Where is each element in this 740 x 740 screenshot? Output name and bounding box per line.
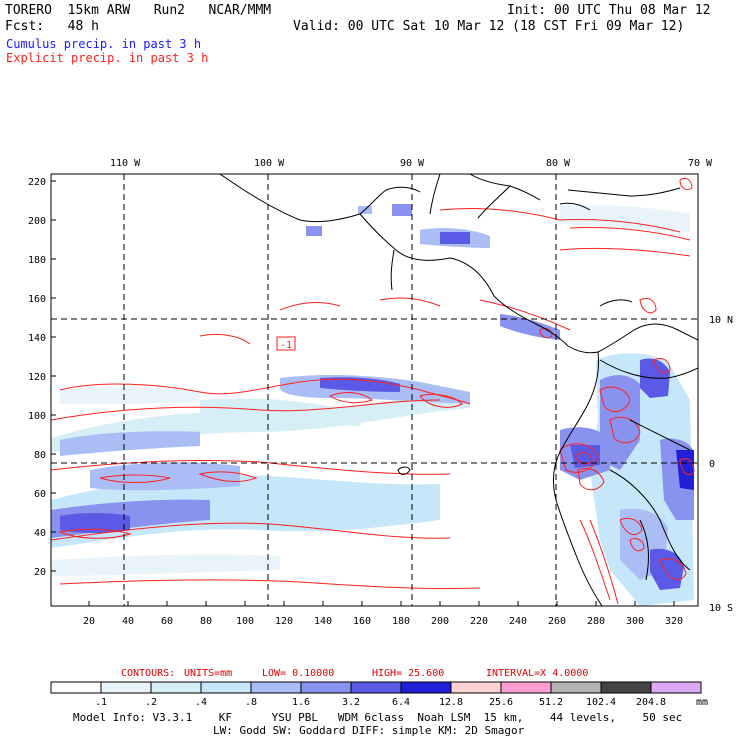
init-time: Init: 00 UTC Thu 08 Mar 12 <box>507 3 711 18</box>
high-label: HIGH= 25.600 <box>372 668 444 679</box>
contour-label: -1 <box>280 340 292 351</box>
colorbar-swatch <box>600 681 652 694</box>
colorbar-label: .2 <box>145 697 157 708</box>
y-tick: 40 <box>34 528 46 539</box>
x-tick: 60 <box>161 616 173 627</box>
x-tick: 140 <box>314 616 332 627</box>
cumulus-precip-shading <box>51 204 694 606</box>
lat-label: 0 <box>709 459 715 470</box>
colorbar-label: 102.4 <box>586 697 616 708</box>
model-info: Model Info: V3.3.1 KF YSU PBL WDM 6class… <box>73 711 683 724</box>
x-tick: 160 <box>353 616 371 627</box>
colorbar-label: 204.8 <box>636 697 666 708</box>
colorbar-swatch <box>50 681 102 694</box>
colorbar-swatch <box>100 681 152 694</box>
x-tick: 320 <box>665 616 683 627</box>
lat-label: 10 S <box>709 603 733 614</box>
x-tick: 200 <box>431 616 449 627</box>
y-tick: 100 <box>28 411 46 422</box>
x-tick: 260 <box>548 616 566 627</box>
x-tick: 80 <box>200 616 212 627</box>
colorbar-swatch <box>550 681 602 694</box>
longitude-labels: 110 W 100 W 90 W 80 W 70 W <box>110 158 713 169</box>
y-tick: 140 <box>28 333 46 344</box>
valid-time: Valid: 00 UTC Sat 10 Mar 12 (18 CST Fri … <box>293 19 685 34</box>
colorbar-swatch <box>350 681 402 694</box>
y-tick-marks <box>51 180 56 572</box>
x-axis-ticks: 20 40 60 80 100 120 140 160 180 200 220 … <box>83 616 683 627</box>
lat-label: 10 N <box>709 315 733 326</box>
contours-label: CONTOURS: <box>121 668 175 679</box>
colorbar-label: .8 <box>245 697 257 708</box>
colorbar-swatch <box>250 681 302 694</box>
interval-label: INTERVAL=X 4.0000 <box>486 668 588 679</box>
colorbar-label: 6.4 <box>392 697 410 708</box>
x-tick: 20 <box>83 616 95 627</box>
colorbar-swatch <box>400 681 452 694</box>
colorbar-label: 3.2 <box>342 697 360 708</box>
precip-fields <box>51 174 698 606</box>
y-tick: 160 <box>28 294 46 305</box>
explicit-precip-contours <box>51 177 695 605</box>
x-tick: 240 <box>509 616 527 627</box>
low-label: LOW= 0.10000 <box>262 668 334 679</box>
colorbar-label: 51.2 <box>539 697 563 708</box>
colorbar-swatch <box>650 681 702 694</box>
coastlines <box>219 174 698 606</box>
physics-info: LW: Godd SW: Goddard DIFF: simple KM: 2D… <box>213 724 525 737</box>
x-tick: 280 <box>587 616 605 627</box>
colorbar <box>50 681 702 694</box>
x-tick: 300 <box>626 616 644 627</box>
x-tick: 120 <box>275 616 293 627</box>
colorbar-label: 12.8 <box>439 697 463 708</box>
units-label: UNITS=mm <box>184 668 232 679</box>
lon-label: 110 W <box>110 158 141 169</box>
x-tick: 40 <box>122 616 134 627</box>
colorbar-label: .1 <box>95 697 107 708</box>
forecast-hour: Fcst: 48 h <box>5 19 99 34</box>
x-tick: 220 <box>470 616 488 627</box>
colorbar-label: 25.6 <box>489 697 513 708</box>
lon-label: 80 W <box>546 158 571 169</box>
x-tick: 180 <box>392 616 410 627</box>
colorbar-label: 1.6 <box>292 697 310 708</box>
graticule <box>51 174 698 606</box>
latitude-labels: 10 N 0 10 S <box>709 315 733 614</box>
contour-label-box <box>276 336 296 351</box>
x-tick: 100 <box>236 616 254 627</box>
y-axis-ticks: 220 200 180 160 140 120 100 80 60 40 20 <box>28 177 46 578</box>
map-frame <box>50 173 699 607</box>
y-tick: 20 <box>34 567 46 578</box>
lon-label: 70 W <box>688 158 713 169</box>
explicit-field-label: Explicit precip. in past 3 h <box>6 51 209 65</box>
colorbar-swatch <box>300 681 352 694</box>
colorbar-swatch <box>450 681 502 694</box>
colorbar-swatch <box>150 681 202 694</box>
model-title: TORERO 15km ARW Run2 NCAR/MMM <box>5 3 272 18</box>
y-tick: 120 <box>28 372 46 383</box>
colorbar-label: .4 <box>195 697 207 708</box>
y-tick: 180 <box>28 255 46 266</box>
lon-label: 90 W <box>400 158 425 169</box>
colorbar-swatch <box>200 681 252 694</box>
x-tick-marks <box>88 601 675 606</box>
lon-label: 100 W <box>254 158 285 169</box>
y-tick: 80 <box>34 450 46 461</box>
y-tick: 60 <box>34 489 46 500</box>
colorbar-swatch <box>500 681 552 694</box>
colorbar-labels: .1 .2 .4 .8 1.6 3.2 6.4 12.8 25.6 51.2 102.4 204.8 <box>95 697 666 708</box>
cumulus-field-label: Cumulus precip. in past 3 h <box>6 37 202 51</box>
contour-info: CONTOURS: UNITS=mm LOW= 0.10000 HIGH= 25… <box>121 668 588 679</box>
y-tick: 220 <box>28 177 46 188</box>
y-tick: 200 <box>28 216 46 227</box>
colorbar-unit: mm <box>696 697 708 708</box>
